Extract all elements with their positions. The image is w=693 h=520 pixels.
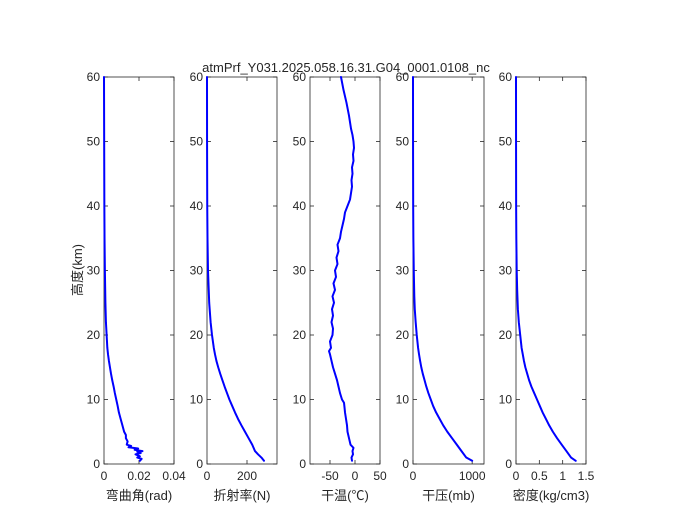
y-tick-label: 20 xyxy=(293,328,307,342)
y-tick-label: 50 xyxy=(190,135,204,149)
y-tick-label: 30 xyxy=(190,264,204,278)
y-tick-label: 50 xyxy=(293,135,307,149)
y-tick-label: 30 xyxy=(87,264,101,278)
series-line-density xyxy=(515,76,577,462)
series-line-pressure xyxy=(412,76,474,462)
x-axis-label: 干压(mb) xyxy=(422,488,475,503)
x-tick-label: 0 xyxy=(352,469,359,483)
x-tick-label: 200 xyxy=(237,469,257,483)
series-line-refractivity xyxy=(206,76,265,462)
x-tick-label: 1 xyxy=(559,469,566,483)
x-tick-label: 1000 xyxy=(459,469,486,483)
x-tick-label: 0 xyxy=(101,469,108,483)
y-tick-label: 60 xyxy=(396,70,410,84)
y-tick-label: 60 xyxy=(499,70,513,84)
y-tick-label: 60 xyxy=(87,70,101,84)
panel-pressure: 0 10 20 30 40 50 60 0 1000 干压(mb) xyxy=(396,70,486,503)
x-tick-label: 0.02 xyxy=(127,469,151,483)
series-line-bending-angle xyxy=(103,76,144,462)
x-tick-label: 0.04 xyxy=(162,469,186,483)
y-tick-label: 30 xyxy=(293,264,307,278)
axes-frame xyxy=(309,76,381,465)
y-tick-label: 40 xyxy=(190,199,204,213)
y-tick-label: 10 xyxy=(396,393,410,407)
x-tick-label: 0 xyxy=(410,469,417,483)
y-tick-label: 40 xyxy=(293,199,307,213)
y-tick-label: 40 xyxy=(396,199,410,213)
y-tick-label: 60 xyxy=(190,70,204,84)
panel-density: 0 10 20 30 40 50 60 0 0.5 1 1.5 密度(kg/cm3) xyxy=(499,70,595,503)
x-tick-label: 50 xyxy=(373,469,387,483)
y-axis-label: 高度(km) xyxy=(70,244,85,296)
y-tick-label: 30 xyxy=(499,264,513,278)
y-tick-label: 30 xyxy=(396,264,410,278)
x-tick-label: 0 xyxy=(513,469,520,483)
panel-temperature: 0 10 20 30 40 50 60 -50 0 50 干温(℃) xyxy=(293,70,387,503)
y-tick-label: 10 xyxy=(190,393,204,407)
x-tick-label: -50 xyxy=(321,469,339,483)
axes-frame xyxy=(206,76,278,465)
x-axis-label: 干温(℃) xyxy=(321,488,369,503)
y-tick-label: 40 xyxy=(87,199,101,213)
y-tick-label: 10 xyxy=(87,393,101,407)
y-tick-label: 20 xyxy=(190,328,204,342)
panel-refractivity: 0 10 20 30 40 50 60 0 200 折射率(N) xyxy=(190,70,278,503)
y-tick-label: 0 xyxy=(93,457,100,471)
series-line-temperature xyxy=(328,76,355,462)
y-tick-label: 50 xyxy=(396,135,410,149)
y-tick-label: 50 xyxy=(87,135,101,149)
y-tick-label: 20 xyxy=(396,328,410,342)
y-tick-label: 10 xyxy=(499,393,513,407)
axes-frame xyxy=(103,76,175,465)
axes-frame xyxy=(515,76,587,465)
y-tick-label: 20 xyxy=(499,328,513,342)
y-tick-label: 20 xyxy=(87,328,101,342)
x-tick-label: 1.5 xyxy=(578,469,595,483)
x-axis-label: 折射率(N) xyxy=(213,488,270,503)
axes-frame xyxy=(412,76,485,465)
y-tick-label: 50 xyxy=(499,135,513,149)
y-tick-label: 0 xyxy=(299,457,306,471)
y-tick-label: 0 xyxy=(402,457,409,471)
y-tick-label: 10 xyxy=(293,393,307,407)
y-tick-label: 0 xyxy=(196,457,203,471)
x-axis-label: 密度(kg/cm3) xyxy=(513,488,590,503)
y-tick-label: 40 xyxy=(499,199,513,213)
chart-title: atmPrf_Y031.2025.058.16.31.G04_0001.0108… xyxy=(202,60,490,75)
x-tick-label: 0.5 xyxy=(531,469,548,483)
panel-bending-angle: 0 10 20 30 40 50 60 0 0.02 0.04 弯曲角(rad) xyxy=(87,70,186,503)
x-axis-label: 弯曲角(rad) xyxy=(106,488,172,503)
y-tick-label: 0 xyxy=(505,457,512,471)
y-tick-label: 60 xyxy=(293,70,307,84)
x-tick-label: 0 xyxy=(204,469,211,483)
